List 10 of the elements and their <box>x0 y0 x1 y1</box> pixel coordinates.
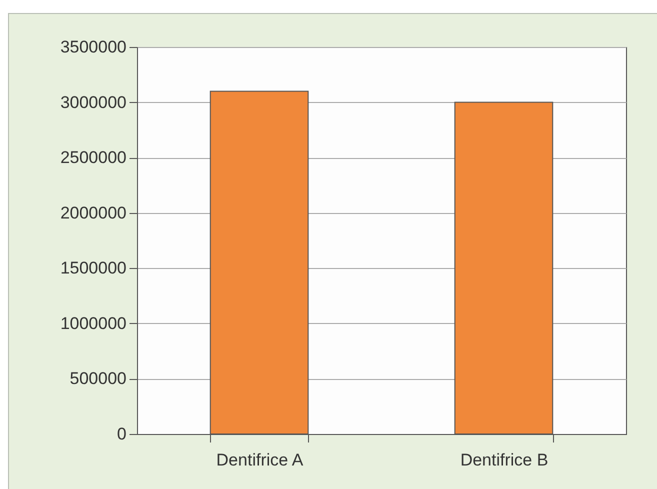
y-tick-label: 2500000 <box>60 148 126 168</box>
y-tick-label: 0 <box>117 424 126 444</box>
y-tick-label: 1500000 <box>60 258 126 278</box>
y-tick-label: 500000 <box>70 369 126 388</box>
y-tick-label: 1000000 <box>60 314 126 333</box>
x-tick-label: Dentifrice A <box>216 450 304 470</box>
y-tick-label: 2000000 <box>60 203 126 222</box>
y-tick-label: 3000000 <box>60 92 126 112</box>
y-tick-label: 3500000 <box>60 38 126 56</box>
x-tick-label: Dentifrice B <box>460 450 548 470</box>
